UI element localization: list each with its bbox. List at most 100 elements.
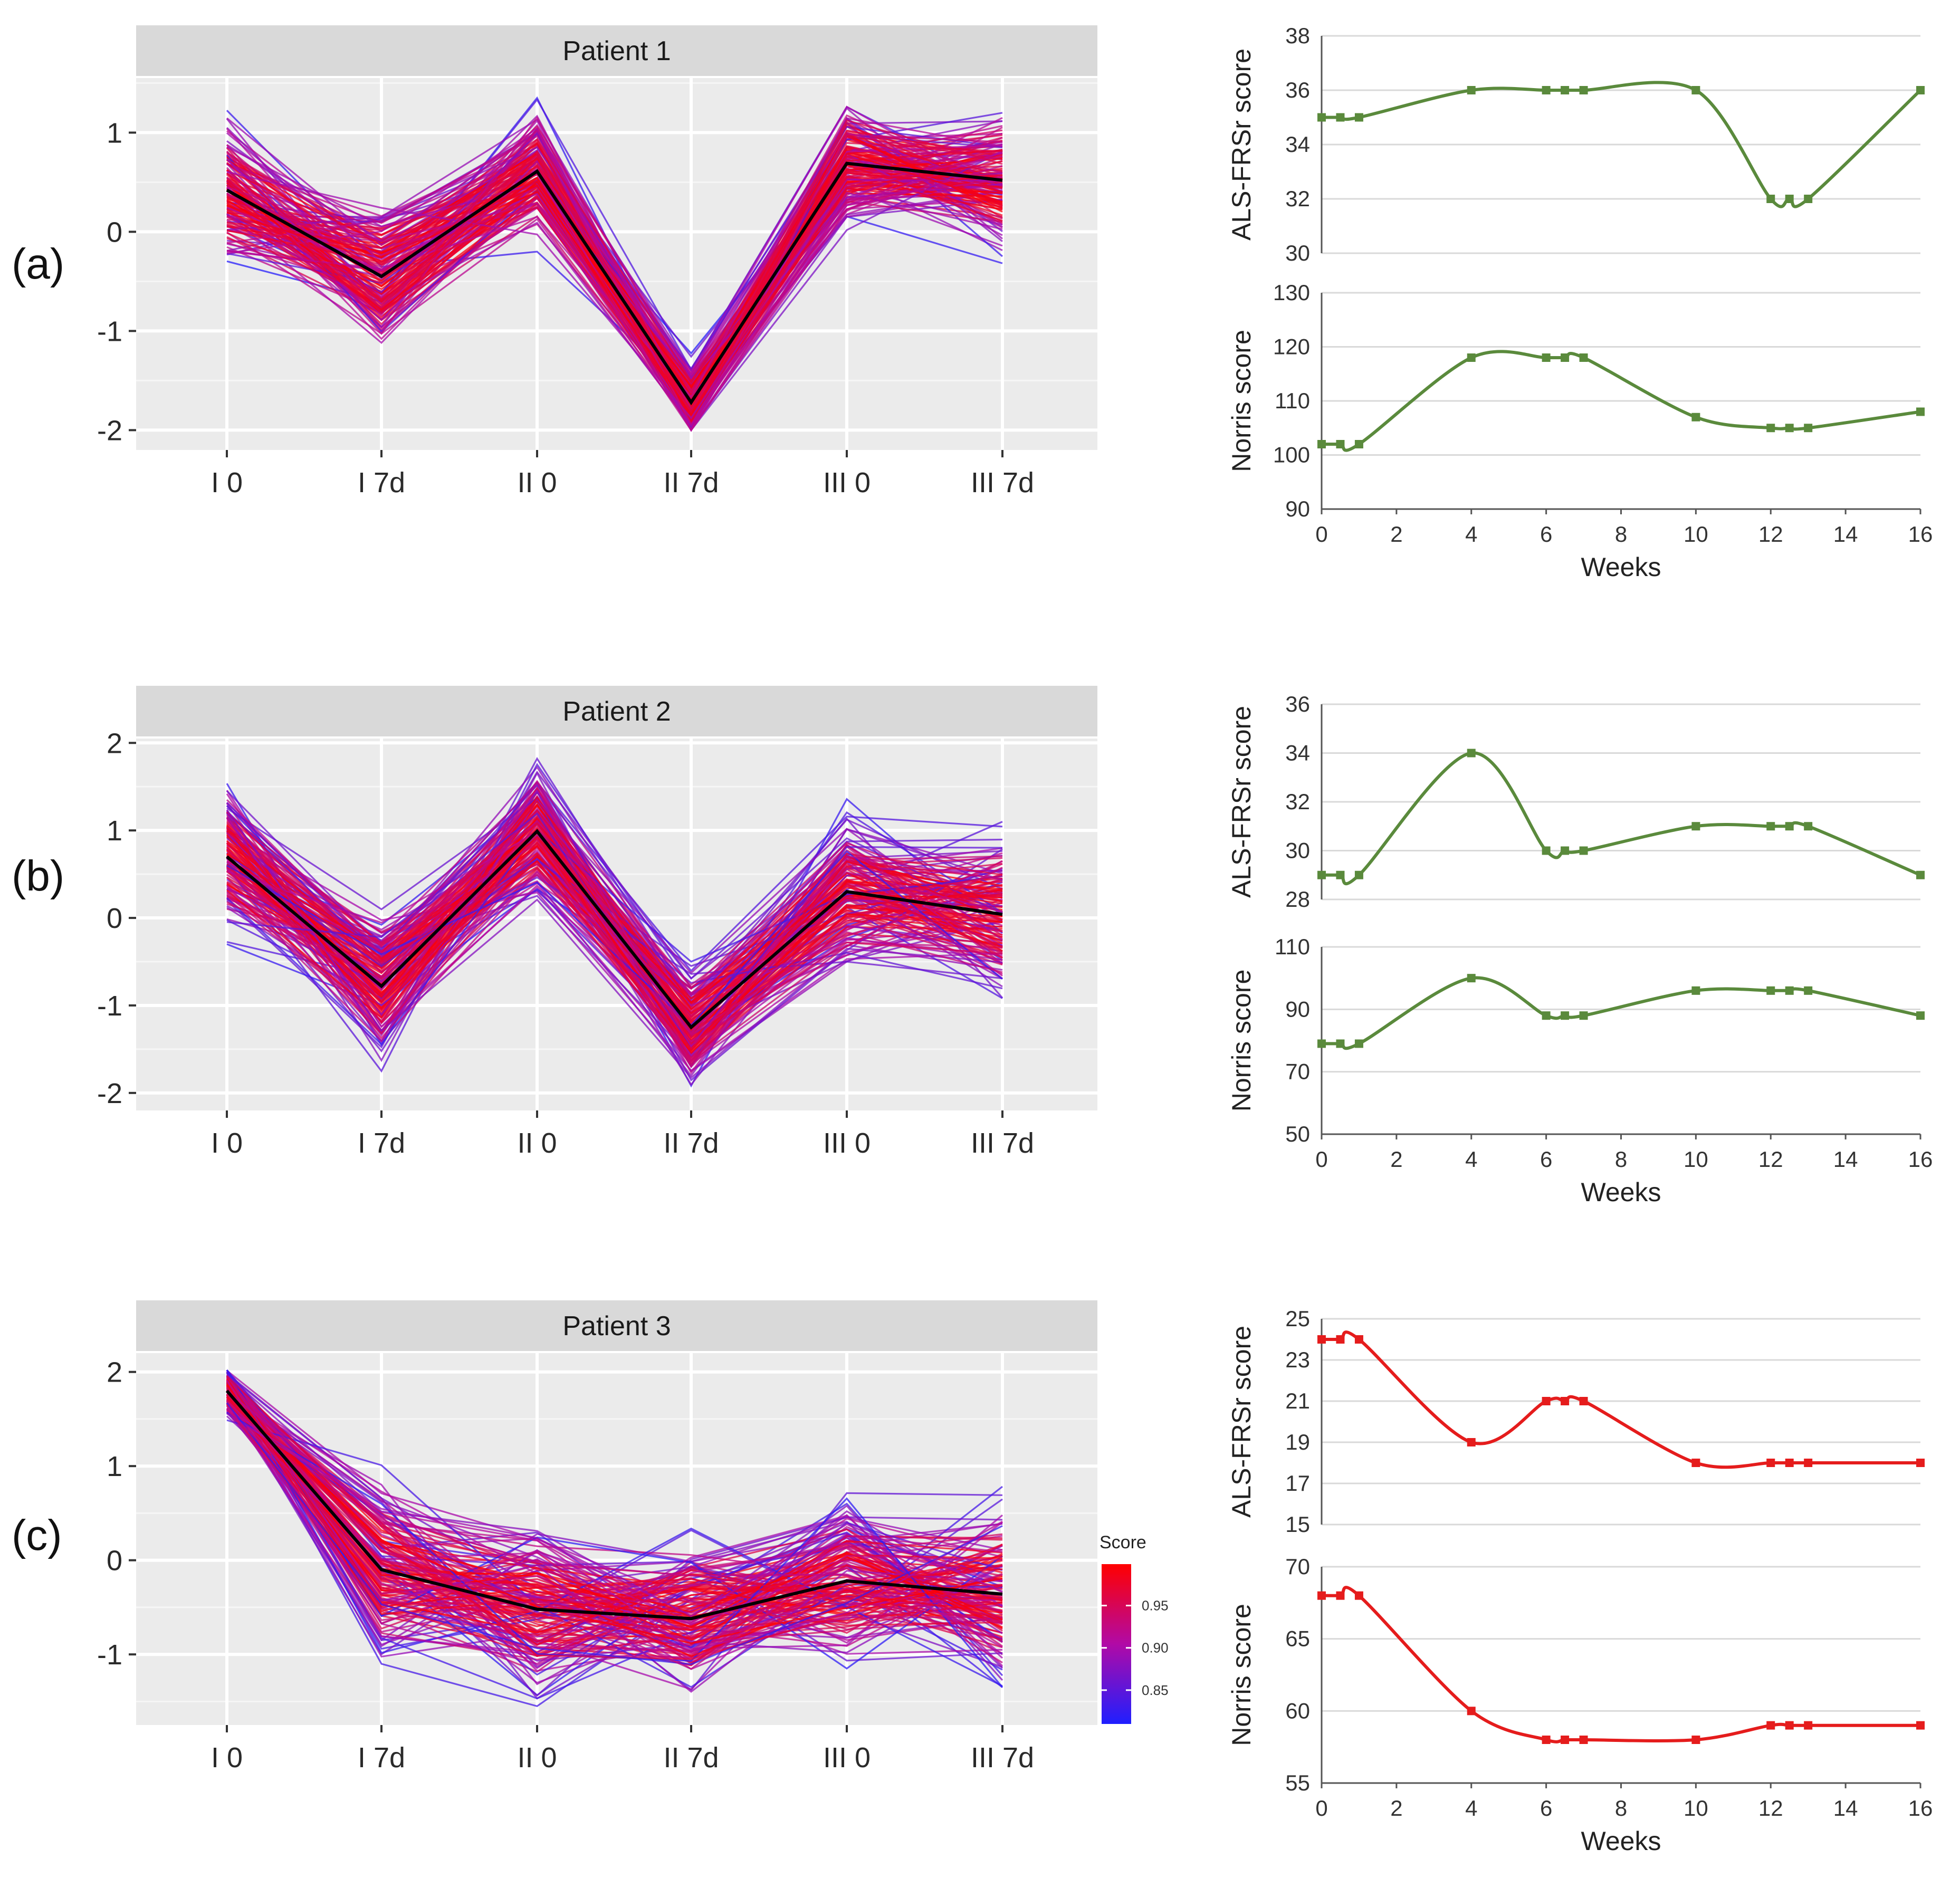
trajectory-line: [226, 1413, 1003, 1617]
score-tick-label: 38: [1285, 23, 1310, 48]
score-marker: [1766, 822, 1775, 831]
x-tick-label: II 7d: [663, 467, 719, 499]
score-tick-label: 100: [1273, 443, 1310, 467]
score-marker: [1354, 870, 1363, 879]
plot-background: [136, 1353, 1097, 1725]
x-tick-label: III 0: [823, 1127, 871, 1159]
week-tick-label: 6: [1540, 522, 1552, 547]
x-tick-label: II 0: [517, 467, 557, 499]
score-marker: [1542, 86, 1551, 94]
score-marker: [1804, 424, 1813, 433]
week-tick-label: 4: [1465, 1147, 1477, 1172]
score-marker: [1579, 1011, 1588, 1020]
x-tick-label: I 0: [211, 1127, 243, 1159]
x-tick-label: II 0: [517, 1127, 557, 1159]
score-marker: [1691, 822, 1700, 831]
score-marker: [1766, 195, 1775, 203]
score-marker: [1579, 1397, 1588, 1405]
score-marker: [1561, 86, 1570, 94]
week-tick-label: 16: [1908, 522, 1933, 547]
trajectory-line: [226, 823, 1003, 1068]
score-marker: [1916, 870, 1925, 879]
norris-score-chart: 110 90 70 50 Norris score 0 2 4 6 8 10 12 14 16 Weeks: [1227, 934, 1933, 1207]
x-tick-label: I 7d: [358, 1742, 405, 1774]
trajectory-line: [226, 128, 1003, 381]
mean-trajectory-line: [226, 829, 1003, 1030]
score-marker: [1336, 113, 1345, 122]
trajectory-line: [226, 830, 1003, 1052]
x-tick-label: II 7d: [663, 1742, 719, 1774]
score-marker: [1691, 1459, 1700, 1467]
score-tick-label: 70: [1285, 1059, 1310, 1084]
score-marker: [1354, 1039, 1363, 1048]
trajectory-line: [226, 1379, 1003, 1665]
y-tick-label: 0: [107, 1545, 122, 1577]
score-tick-label: 30: [1285, 241, 1310, 265]
week-tick-label: 8: [1615, 522, 1627, 547]
y-tick-label: 0: [107, 903, 122, 934]
trajectory-line: [226, 152, 1003, 416]
legend-colorbar: [1102, 1564, 1131, 1724]
score-marker: [1804, 822, 1813, 831]
score-marker: [1916, 1459, 1925, 1467]
score-line: [1321, 751, 1921, 886]
score-marker: [1916, 86, 1925, 94]
score-marker: [1542, 1011, 1551, 1020]
score-tick-label: 90: [1285, 496, 1310, 521]
x-tick-label: I 0: [211, 1742, 243, 1774]
score-marker: [1579, 1736, 1588, 1744]
week-tick-label: 8: [1615, 1796, 1627, 1820]
x-tick-label: I 7d: [358, 467, 405, 499]
score-marker: [1561, 353, 1570, 362]
score-marker: [1785, 195, 1794, 203]
score-marker: [1804, 195, 1813, 203]
y-tick-label: -2: [97, 1078, 122, 1109]
y-tick-label: 1: [107, 117, 122, 149]
score-marker: [1691, 86, 1700, 94]
week-tick-label: 2: [1390, 522, 1402, 547]
score-marker: [1766, 986, 1775, 995]
trajectory-line: [226, 135, 1003, 422]
week-tick-label: 12: [1758, 1796, 1783, 1820]
week-tick-label: 14: [1833, 522, 1858, 547]
trajectory-line: [226, 171, 1003, 420]
norris-score-chart: 70 65 60 55 Norris score 0 2 4 6 8 10 12 14 16 Weeks: [1227, 1554, 1933, 1856]
trajectory-line: [226, 1402, 1003, 1665]
score-line: [1321, 976, 1921, 1050]
score-marker: [1785, 1459, 1794, 1467]
x-tick-label: I 7d: [358, 1127, 405, 1159]
score-marker: [1561, 1736, 1570, 1744]
trajectory-line: [226, 165, 1003, 432]
score-marker: [1579, 846, 1588, 855]
score-marker: [1317, 440, 1326, 448]
score-marker: [1336, 1335, 1345, 1344]
trajectory-line: [226, 133, 1003, 432]
mean-trajectory-line: [225, 1390, 1003, 1621]
score-marker: [1542, 846, 1551, 855]
week-tick-label: 8: [1615, 1147, 1627, 1172]
score-marker: [1542, 1397, 1551, 1405]
score-tick-label: 60: [1285, 1698, 1310, 1723]
score-marker: [1691, 986, 1700, 995]
score-axis-title: ALS-FRSr score: [1227, 49, 1256, 241]
weeks-axis-title: Weeks: [1581, 552, 1661, 582]
score-marker: [1354, 1591, 1363, 1600]
week-tick-label: 10: [1684, 522, 1708, 547]
y-tick-label: 1: [107, 815, 122, 847]
x-tick-label: II 0: [517, 1742, 557, 1774]
score-tick-label: 34: [1285, 741, 1310, 765]
score-tick-label: 23: [1285, 1347, 1310, 1372]
score-tick-label: 90: [1285, 997, 1310, 1021]
norris-score-chart: 130 120 110 100 90 Norris score 0 2 4 6 8 10 12 14 16 W…: [1227, 280, 1933, 582]
trajectory-line: [226, 809, 1003, 1079]
als-score-chart: 38 36 34 32 30 ALS-FRSr score: [1227, 23, 1925, 265]
facet-strip-title: Patient 2: [562, 696, 671, 727]
score-marker: [1916, 1011, 1925, 1020]
trajectory-line: [226, 138, 1003, 383]
weeks-axis-title: Weeks: [1581, 1177, 1661, 1207]
score-marker: [1467, 1707, 1476, 1716]
trajectory-line: [226, 781, 1003, 1048]
score-line: [1321, 1586, 1920, 1743]
